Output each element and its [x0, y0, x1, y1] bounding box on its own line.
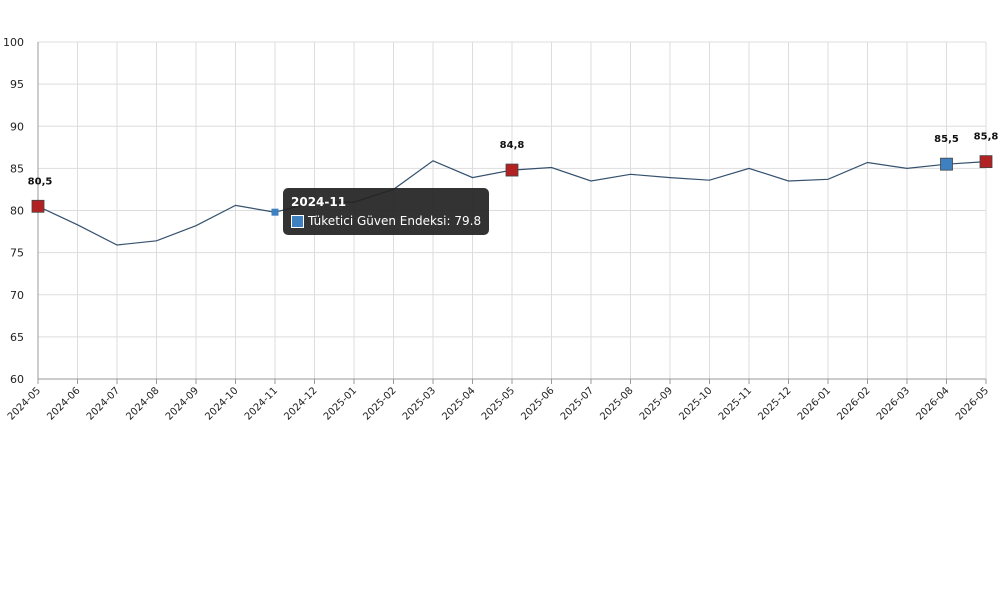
- series-points: [31, 155, 993, 216]
- tooltip-text: Tüketici Güven Endeksi: 79.8: [308, 214, 482, 229]
- grid: [37, 41, 987, 384]
- tooltip: 2024-11 Tüketici Güven Endeksi: 79.8: [283, 188, 490, 236]
- x-tick-label: 2026-05: [954, 385, 991, 422]
- x-tick-label: 2025-10: [677, 385, 714, 422]
- x-tick-label: 2025-06: [519, 385, 556, 422]
- tooltip-title: 2024-11: [291, 195, 347, 210]
- y-tick-label: 85: [10, 162, 24, 175]
- y-axis: 60 65 70 75 80 85 90 95 100: [3, 36, 24, 386]
- highlight-marker[interactable]: [505, 163, 519, 177]
- x-axis: 2024-05 2024-06 2024-07 2024-08 2024-09 2024-…: [6, 385, 991, 422]
- y-tick-label: 95: [10, 78, 24, 91]
- x-tick-label: 2025-02: [361, 385, 398, 422]
- x-tick-label: 2024-08: [124, 385, 161, 422]
- data-label: 80,5: [28, 176, 53, 187]
- x-tick-label: 2024-11: [243, 385, 280, 422]
- x-tick-label: 2025-08: [598, 385, 635, 422]
- x-tick-label: 2024-12: [282, 385, 319, 422]
- data-label: 85,8: [974, 132, 999, 143]
- data-label: 84,8: [500, 140, 525, 151]
- tooltip-series-swatch: [291, 214, 304, 228]
- y-tick-label: 80: [10, 205, 24, 218]
- x-tick-label: 2024-09: [164, 385, 201, 422]
- y-tick-label: 90: [10, 120, 24, 133]
- highlight-marker[interactable]: [31, 199, 45, 213]
- x-tick-label: 2025-11: [717, 385, 754, 422]
- y-tick-label: 75: [10, 247, 24, 260]
- x-tick-label: 2024-06: [45, 385, 82, 422]
- hovered-point[interactable]: [271, 208, 279, 216]
- highlight-marker[interactable]: [979, 155, 993, 169]
- highlight-marker[interactable]: [940, 157, 953, 171]
- x-tick-label: 2025-09: [638, 385, 675, 422]
- tooltip-row: Tüketici Güven Endeksi: 79.8: [291, 214, 481, 228]
- x-tick-label: 2024-05: [6, 385, 43, 422]
- x-tick-label: 2025-04: [440, 385, 477, 422]
- y-tick-label: 60: [10, 373, 24, 386]
- x-tick-label: 2026-03: [875, 385, 912, 422]
- y-tick-label: 65: [10, 331, 24, 344]
- x-tick-label: 2026-01: [796, 385, 833, 422]
- y-tick-label: 100: [3, 36, 24, 49]
- x-tick-label: 2025-05: [480, 385, 517, 422]
- x-tick-label: 2026-04: [914, 385, 951, 422]
- x-tick-label: 2025-01: [322, 385, 359, 422]
- data-labels: 80,5 84,8 85,5 85,8: [28, 132, 999, 188]
- x-tick-label: 2024-07: [85, 385, 122, 422]
- x-tick-label: 2026-02: [835, 385, 872, 422]
- x-tick-label: 2025-03: [401, 385, 438, 422]
- y-tick-label: 70: [10, 289, 24, 302]
- x-tick-label: 2025-07: [559, 385, 596, 422]
- x-tick-label: 2024-10: [203, 385, 240, 422]
- data-label: 85,5: [934, 134, 959, 145]
- x-tick-label: 2025-12: [756, 385, 793, 422]
